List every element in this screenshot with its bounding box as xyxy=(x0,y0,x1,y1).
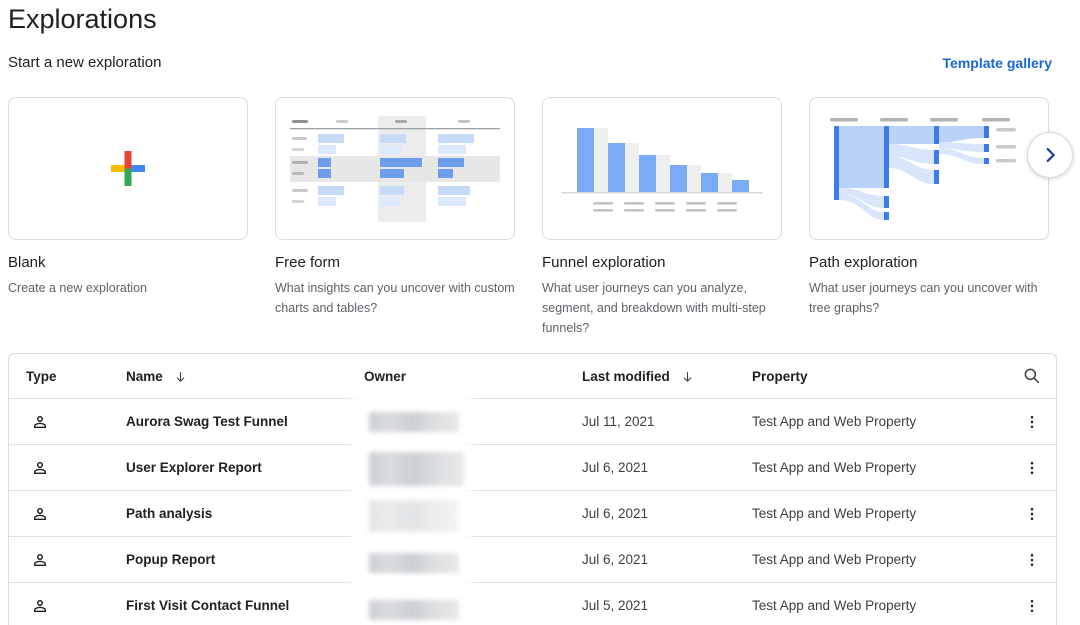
column-header-property[interactable]: Property xyxy=(752,368,808,384)
person-icon xyxy=(34,461,46,474)
template-gallery-link[interactable]: Template gallery xyxy=(942,54,1052,71)
last-modified-cell: Jul 6, 2021 xyxy=(582,460,649,475)
template-cards: Blank Create a new exploration xyxy=(8,97,1049,338)
redacted-owner-value xyxy=(369,452,464,486)
card-title: Path exploration xyxy=(809,254,918,271)
type-cell xyxy=(9,597,109,615)
person-icon xyxy=(34,553,46,566)
table-row[interactable]: User Explorer Report Jul 6, 2021 Test Ap… xyxy=(9,445,1056,491)
crosstab-illustration xyxy=(290,115,500,222)
template-card-free-form: Free form What insights can you uncover … xyxy=(275,97,515,338)
exploration-name[interactable]: User Explorer Report xyxy=(126,460,262,475)
blank-template-tile[interactable] xyxy=(8,97,248,240)
template-card-blank: Blank Create a new exploration xyxy=(8,97,248,338)
kebab-menu-icon xyxy=(1030,461,1034,474)
type-cell xyxy=(9,413,109,431)
last-modified-cell: Jul 11, 2021 xyxy=(582,414,655,429)
card-title: Free form xyxy=(275,254,341,271)
funnel-illustration xyxy=(561,127,763,212)
exploration-name[interactable]: Popup Report xyxy=(126,552,216,567)
card-description: What user journeys can you uncover with … xyxy=(809,281,1038,315)
owner-redaction-overlay xyxy=(356,399,466,625)
property-cell: Test App and Web Property xyxy=(752,552,917,567)
column-header-type[interactable]: Type xyxy=(26,368,57,384)
exploration-name[interactable]: Path analysis xyxy=(126,506,213,521)
carousel-next-button[interactable] xyxy=(1027,132,1073,178)
last-modified-cell: Jul 6, 2021 xyxy=(582,506,649,521)
card-description: What user journeys can you analyze, segm… xyxy=(542,281,766,335)
card-description: Create a new exploration xyxy=(8,281,147,295)
row-actions-button[interactable] xyxy=(1008,413,1056,431)
table-row[interactable]: First Visit Contact Funnel Jul 5, 2021 T… xyxy=(9,583,1056,625)
kebab-menu-icon xyxy=(1030,599,1034,612)
card-title: Blank xyxy=(8,254,46,271)
property-cell: Test App and Web Property xyxy=(752,506,917,521)
explorations-table: Type Name Owner Last modified Property xyxy=(8,353,1057,625)
row-actions-button[interactable] xyxy=(1008,551,1056,569)
column-header-owner[interactable]: Owner xyxy=(364,368,407,384)
column-header-last-modified-label: Last modified xyxy=(582,368,670,384)
kebab-menu-icon xyxy=(1030,507,1034,520)
table-header-row: Type Name Owner Last modified Property xyxy=(9,354,1056,399)
sort-descending-icon xyxy=(176,371,185,382)
card-description: What insights can you uncover with custo… xyxy=(275,281,515,315)
table-search-button[interactable] xyxy=(1008,366,1056,386)
subhead-row: Start a new exploration Template gallery xyxy=(8,54,1052,71)
property-cell: Test App and Web Property xyxy=(752,460,917,475)
google-plus-icon xyxy=(111,151,145,186)
row-actions-button[interactable] xyxy=(1008,597,1056,615)
section-heading: Start a new exploration xyxy=(8,54,162,71)
page-title: Explorations xyxy=(8,4,157,34)
last-modified-cell: Jul 5, 2021 xyxy=(582,598,649,613)
template-card-path: Path exploration What user journeys can … xyxy=(809,97,1049,338)
person-icon xyxy=(34,507,46,520)
type-cell xyxy=(9,505,109,523)
free-form-template-tile[interactable] xyxy=(275,97,515,240)
path-template-tile[interactable] xyxy=(809,97,1049,240)
column-header-name-label: Name xyxy=(126,368,163,384)
exploration-name[interactable]: First Visit Contact Funnel xyxy=(126,598,290,613)
kebab-menu-icon xyxy=(1030,415,1034,428)
kebab-menu-icon xyxy=(1030,553,1034,566)
row-actions-button[interactable] xyxy=(1008,459,1056,477)
redacted-owner-value xyxy=(369,412,459,432)
table-row[interactable]: Path analysis Jul 6, 2021 Test App and W… xyxy=(9,491,1056,537)
chevron-right-icon xyxy=(1046,147,1055,163)
sankey-illustration xyxy=(830,117,1016,220)
redacted-owner-value xyxy=(369,500,459,532)
type-cell xyxy=(9,551,109,569)
redacted-owner-value xyxy=(369,600,459,620)
type-cell xyxy=(9,459,109,477)
property-cell: Test App and Web Property xyxy=(752,414,917,429)
card-title: Funnel exploration xyxy=(542,254,666,271)
search-icon xyxy=(1024,368,1039,383)
funnel-template-tile[interactable] xyxy=(542,97,782,240)
exploration-name[interactable]: Aurora Swag Test Funnel xyxy=(126,414,288,429)
person-icon xyxy=(34,415,46,428)
table-row[interactable]: Aurora Swag Test Funnel Jul 11, 2021 Tes… xyxy=(9,399,1056,445)
property-cell: Test App and Web Property xyxy=(752,598,917,613)
last-modified-cell: Jul 6, 2021 xyxy=(582,552,649,567)
row-actions-button[interactable] xyxy=(1008,505,1056,523)
redacted-owner-value xyxy=(369,553,459,573)
person-icon xyxy=(34,599,46,612)
sort-descending-icon xyxy=(683,371,692,382)
table-row[interactable]: Popup Report Jul 6, 2021 Test App and We… xyxy=(9,537,1056,583)
column-header-name[interactable]: Name xyxy=(109,368,347,385)
column-header-last-modified[interactable]: Last modified xyxy=(565,368,735,385)
template-card-funnel: Funnel exploration What user journeys ca… xyxy=(542,97,782,338)
